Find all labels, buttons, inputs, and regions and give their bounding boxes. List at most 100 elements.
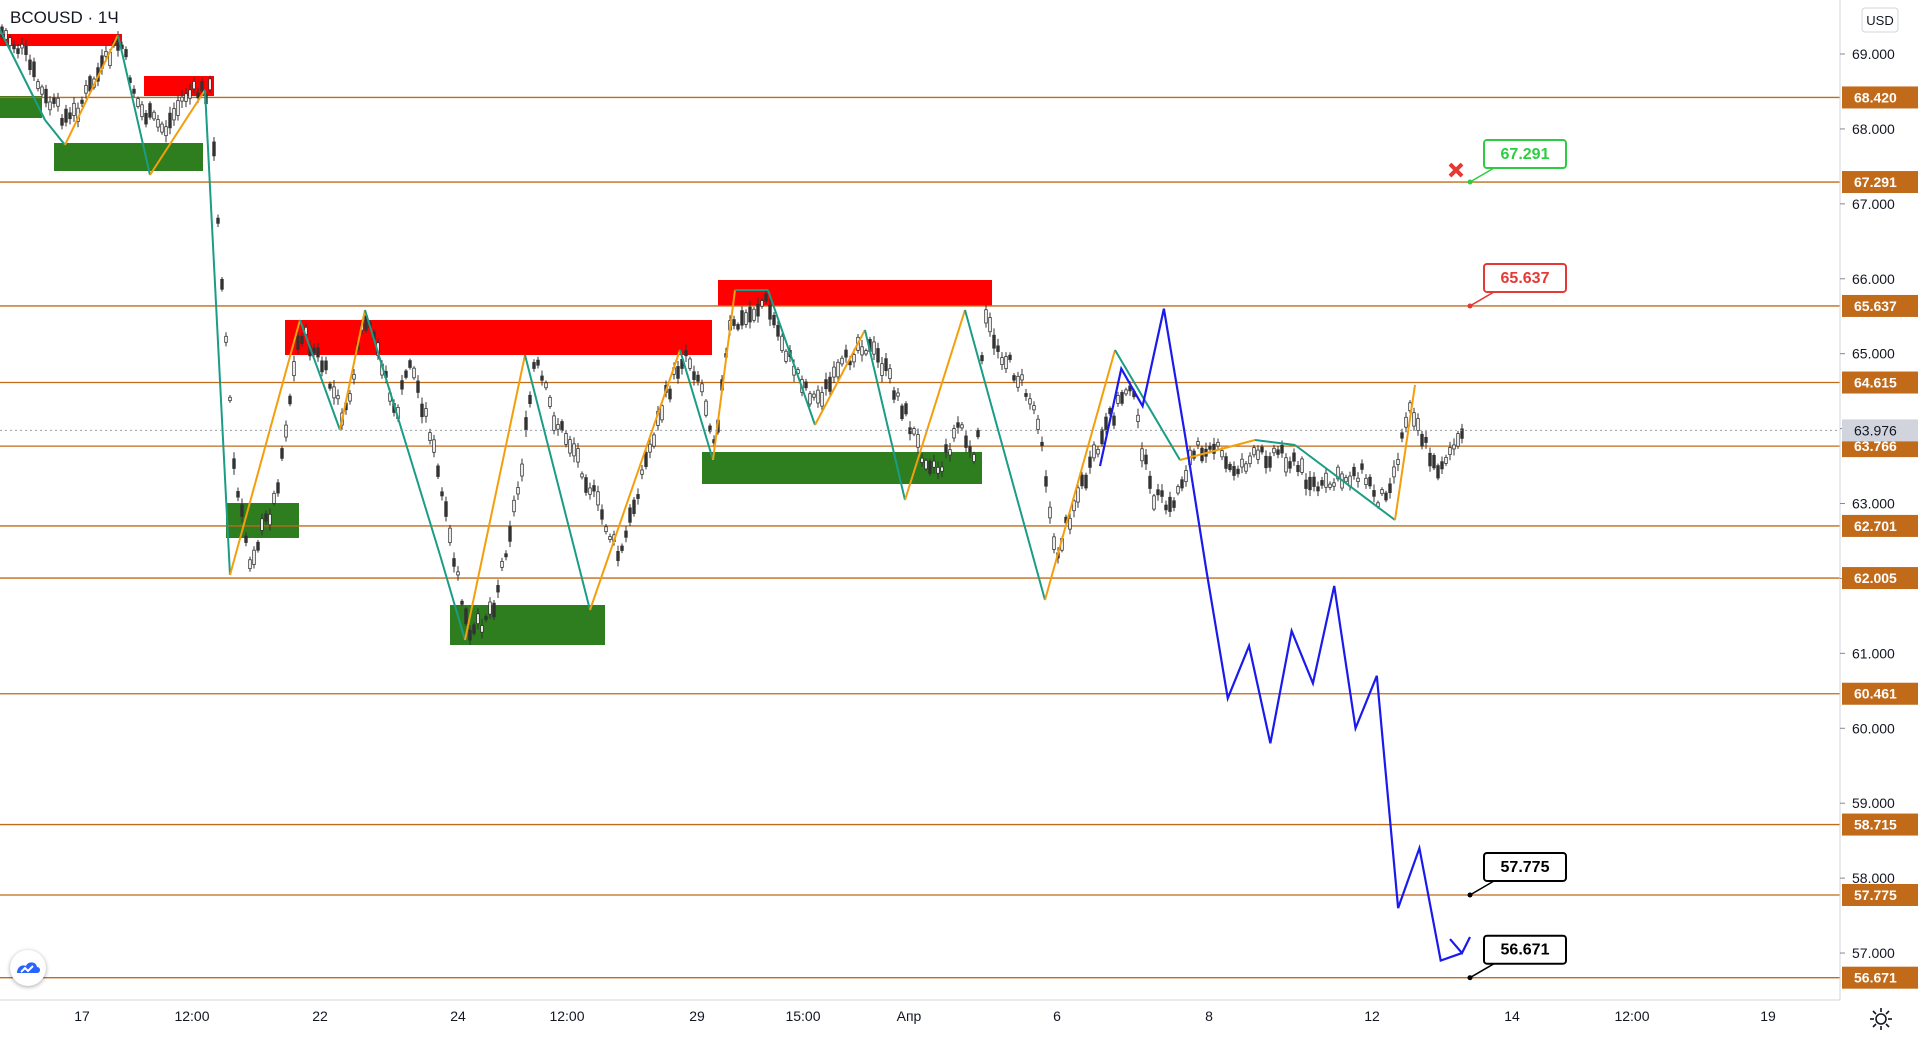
supply-zone	[285, 320, 712, 355]
target-dot	[1467, 892, 1473, 898]
candle-body	[1320, 480, 1324, 486]
candle-body	[880, 363, 884, 376]
candle-body	[1372, 490, 1376, 497]
zigzag-segment	[64, 34, 119, 146]
candle-body	[52, 97, 56, 104]
symbol-name: BCOUSD	[10, 8, 83, 27]
candle-body	[1260, 446, 1264, 453]
candle-body	[328, 383, 332, 389]
candle-body	[1412, 412, 1416, 427]
candle-body	[572, 443, 576, 457]
candle-body	[648, 443, 652, 453]
target-label: 67.291	[1501, 146, 1550, 163]
zigzag-segment	[864, 329, 906, 501]
candle-body	[888, 368, 892, 380]
candle-body	[580, 473, 584, 478]
candle-body	[1440, 461, 1444, 470]
candle-body	[320, 360, 324, 373]
candle-body	[188, 89, 192, 99]
candle-body	[172, 108, 176, 121]
candle-body	[1124, 389, 1128, 395]
candle-body	[1116, 395, 1120, 404]
candle-body	[448, 527, 452, 543]
candle-body	[408, 360, 412, 368]
candle-body	[616, 550, 620, 561]
candle-body	[1224, 456, 1228, 469]
candle-body	[1312, 476, 1316, 487]
level-tag	[1842, 883, 1918, 906]
candle-body	[1292, 452, 1296, 462]
candle-body	[920, 457, 924, 463]
candle-body	[1316, 486, 1320, 492]
price-tick-label: 61.000	[1852, 645, 1895, 661]
candle-body	[772, 314, 776, 326]
currency-button[interactable]	[1861, 7, 1899, 33]
candle-body	[216, 217, 220, 224]
target-callout[interactable]	[1483, 934, 1567, 965]
candle-body	[1388, 483, 1392, 494]
levels-layer	[0, 96, 1840, 979]
candle-body	[1268, 456, 1272, 468]
settings-gear-icon[interactable]	[1868, 1006, 1894, 1032]
zigzag-segment	[1254, 439, 1296, 446]
candle-body	[252, 549, 256, 565]
candle-body	[932, 460, 936, 468]
zigzag-segment	[524, 354, 591, 611]
price-tick-label: 59.000	[1852, 795, 1895, 811]
forecast-arrow-icon	[1449, 936, 1471, 956]
zigzag-segment	[712, 289, 736, 461]
time-tick-label: 14	[1504, 1008, 1520, 1024]
candle-body	[156, 119, 160, 128]
candle-body	[1216, 441, 1220, 447]
candle-body	[600, 509, 604, 520]
candle-body	[1288, 461, 1292, 469]
candle-body	[1084, 474, 1088, 489]
target-callout[interactable]	[1483, 851, 1567, 882]
target-callout[interactable]	[1483, 262, 1567, 293]
level-tag	[1842, 371, 1918, 394]
candle-body	[1416, 418, 1420, 432]
candle-body	[632, 499, 636, 514]
candle-body	[196, 92, 200, 99]
candle-body	[1008, 354, 1012, 360]
candle-body	[1220, 450, 1224, 458]
time-tick-label: 15:00	[785, 1008, 820, 1024]
targets-layer: 67.291 65.637 57.775 56.671	[1448, 139, 1567, 981]
target-pointer	[1469, 880, 1495, 896]
candle-body	[1256, 449, 1260, 460]
candle-body	[628, 507, 632, 523]
zigzag-segment	[204, 89, 231, 576]
candle-body	[592, 485, 596, 492]
level-tag-label: 60.461	[1854, 686, 1897, 702]
candle-body	[1032, 405, 1036, 411]
time-tick-label: 22	[312, 1008, 328, 1024]
candle-body	[912, 428, 916, 435]
zigzag-segment	[44, 119, 66, 146]
candle-body	[1176, 486, 1180, 494]
zigzag-layer	[0, 29, 1416, 641]
candle-body	[36, 81, 40, 89]
candle-body	[1028, 398, 1032, 405]
time-axis[interactable]: 17 12:00 22 24 12:00 29 15:00 Апр 6 8 12 14 12:00 19	[0, 999, 1840, 1024]
candle-body	[804, 381, 808, 389]
currency-label[interactable]: USD	[1866, 13, 1893, 28]
candle-body	[688, 358, 692, 369]
candle-body	[276, 482, 280, 494]
candle-body	[1172, 500, 1176, 508]
price-tick-label: 63.000	[1852, 496, 1895, 512]
candle-body	[1244, 463, 1248, 472]
candle-body	[292, 361, 296, 377]
candle-body	[756, 304, 760, 317]
target-label: 65.637	[1501, 270, 1550, 287]
symbol-label[interactable]: BCOUSD · 1Ч	[10, 8, 119, 28]
tradingview-logo-icon[interactable]	[10, 950, 46, 986]
time-tick-label: 29	[689, 1008, 705, 1024]
target-callout[interactable]	[1483, 139, 1567, 170]
candle-body	[1092, 444, 1096, 459]
candle-body	[896, 392, 900, 397]
candle-body	[168, 112, 172, 129]
time-tick-label: 12:00	[1614, 1008, 1649, 1024]
